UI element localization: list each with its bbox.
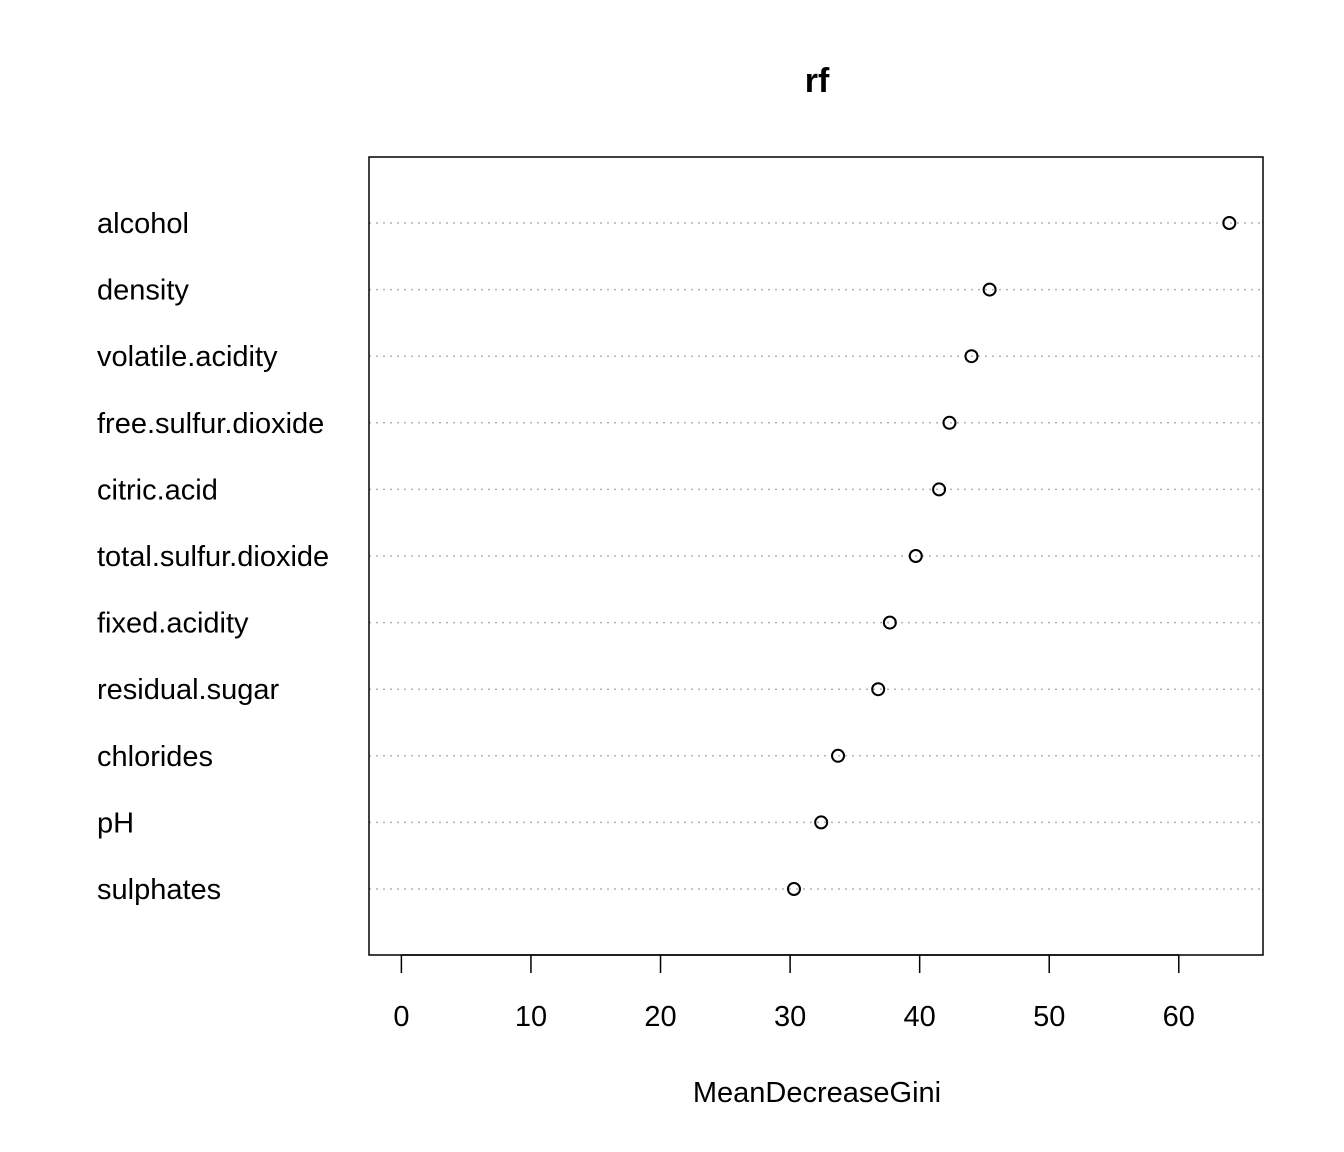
category-label: alcohol	[97, 208, 189, 240]
data-points	[786, 216, 1237, 896]
data-point	[908, 549, 923, 563]
category-label: residual.sugar	[97, 674, 279, 706]
data-point	[964, 349, 979, 364]
x-tick-label: 0	[393, 1001, 409, 1033]
data-point	[814, 815, 829, 830]
category-label: sulphates	[97, 874, 221, 906]
x-tick-label: 50	[1033, 1001, 1065, 1033]
data-point	[882, 615, 897, 630]
x-tick-label: 30	[774, 1001, 806, 1033]
data-point	[982, 282, 997, 297]
data-point	[1222, 216, 1237, 230]
category-label: pH	[97, 807, 134, 839]
category-label: chlorides	[97, 741, 213, 773]
x-tick-label: 60	[1163, 1001, 1195, 1033]
category-label: citric.acid	[97, 474, 218, 506]
x-tick-label: 20	[644, 1001, 676, 1033]
x-axis: 0 10 20 30 40 50 60	[393, 954, 1195, 1033]
category-label: free.sulfur.dioxide	[97, 408, 324, 440]
data-point	[831, 748, 846, 763]
grid-lines	[369, 222, 1263, 890]
x-tick-label: 10	[515, 1001, 547, 1033]
category-label: total.sulfur.dioxide	[97, 541, 329, 573]
category-label: volatile.acidity	[97, 341, 278, 373]
data-point	[932, 482, 947, 497]
category-label: fixed.acidity	[97, 608, 249, 640]
x-tick-label: 40	[904, 1001, 936, 1033]
category-labels: alcohol density volatile.acidity free.sulfu…	[97, 208, 329, 906]
data-point	[942, 415, 957, 430]
data-point	[786, 882, 801, 896]
data-point	[871, 682, 886, 697]
x-axis-title: MeanDecreaseGini	[693, 1077, 941, 1109]
chart-title: rf	[805, 62, 830, 100]
category-label: density	[97, 275, 189, 307]
